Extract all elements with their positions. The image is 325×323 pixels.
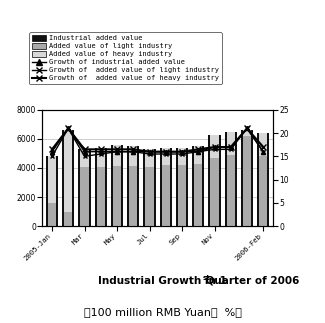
Bar	[113, 166, 121, 226]
Legend: Industrial added value, Added value of light industry, Added value of heavy indu: Industrial added value, Added value of l…	[30, 32, 222, 84]
Bar	[80, 149, 89, 167]
Text: （100 million RMB Yuan，  %）: （100 million RMB Yuan， %）	[84, 307, 241, 317]
Bar	[143, 149, 156, 226]
Bar	[145, 167, 154, 226]
Bar	[113, 145, 121, 166]
Text: Industrial Growth in 1: Industrial Growth in 1	[98, 276, 227, 286]
Bar	[210, 158, 219, 226]
Bar	[64, 212, 72, 226]
Bar	[259, 156, 267, 226]
Text: Quarter of 2006: Quarter of 2006	[202, 276, 300, 286]
Bar	[241, 130, 253, 226]
Bar	[145, 149, 154, 167]
Bar	[62, 130, 74, 226]
Bar	[64, 130, 72, 212]
Bar	[111, 145, 123, 226]
Bar	[259, 133, 267, 156]
Bar	[227, 132, 235, 155]
Bar	[210, 134, 219, 158]
Bar	[178, 165, 186, 226]
Bar	[160, 148, 172, 226]
Bar	[178, 148, 186, 165]
Bar	[162, 148, 170, 165]
Bar	[243, 136, 251, 226]
Bar	[95, 148, 107, 226]
Bar	[48, 156, 56, 203]
Bar	[243, 130, 251, 136]
Text: st: st	[202, 275, 210, 281]
Bar	[46, 156, 58, 226]
Bar	[97, 167, 105, 226]
Bar	[194, 146, 202, 163]
Bar	[97, 148, 105, 167]
Bar	[80, 167, 89, 226]
Bar	[78, 149, 91, 226]
Bar	[257, 133, 269, 226]
Bar	[227, 155, 235, 226]
Bar	[194, 163, 202, 226]
Bar	[129, 166, 137, 226]
Bar	[192, 146, 204, 226]
Bar	[129, 146, 137, 166]
Bar	[208, 134, 221, 226]
Bar	[225, 132, 237, 226]
Bar	[162, 165, 170, 226]
Bar	[176, 148, 188, 226]
Bar	[48, 203, 56, 226]
Bar	[127, 146, 139, 226]
